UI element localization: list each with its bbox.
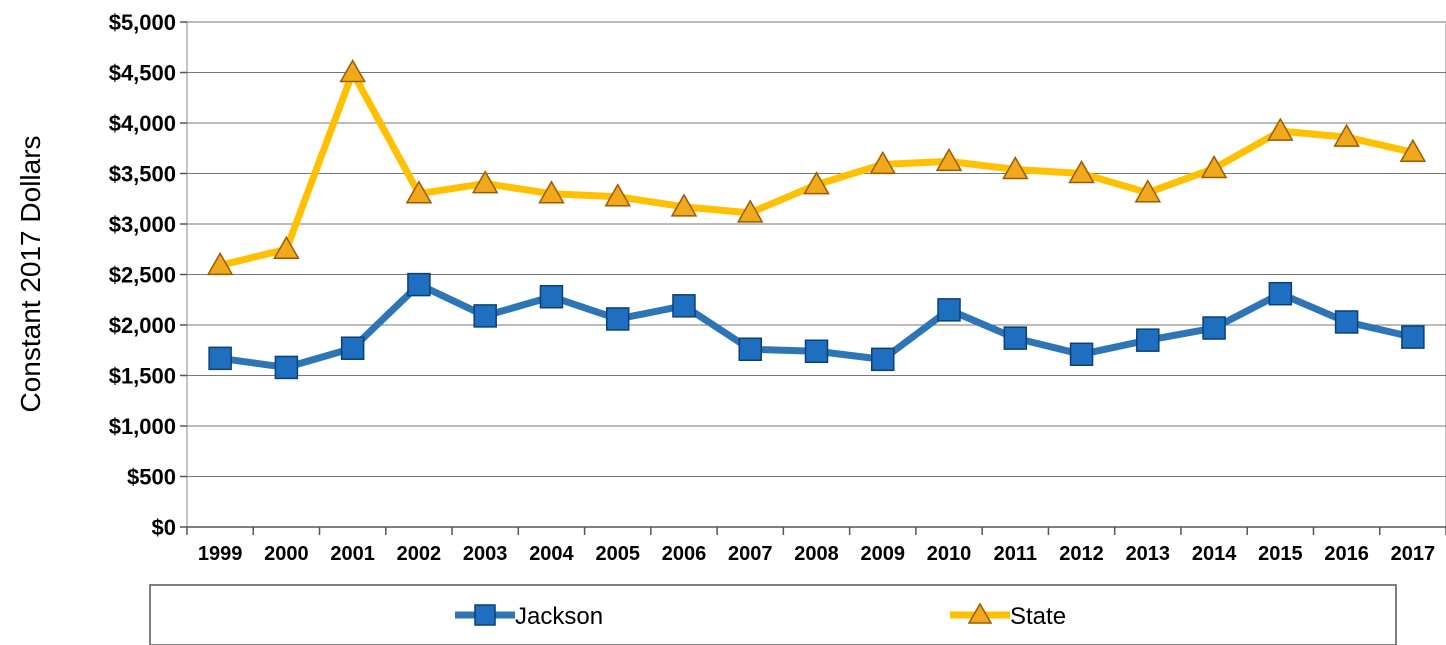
jackson-marker: [539, 284, 564, 309]
x-tick-label: 2011: [994, 543, 1037, 565]
series-group: [206, 58, 1427, 380]
y-tick-label: $0: [152, 515, 176, 540]
y-axis-ticks: $0 $500 $1,000 $1,500 $2,000 $2,500 $3,000 $3,5…: [109, 10, 187, 540]
state-marker: [1068, 159, 1095, 184]
x-tick-label: 2009: [861, 543, 906, 565]
y-tick-label: $3,500: [109, 162, 176, 187]
state-marker: [273, 235, 300, 259]
state-marker: [1001, 155, 1029, 180]
state-marker: [604, 183, 632, 207]
y-tick-label: $4,500: [109, 61, 176, 86]
y-tick-label: $500: [127, 465, 176, 490]
jackson-marker: [672, 294, 696, 318]
jackson-marker: [871, 347, 895, 372]
x-tick-label: 2008: [794, 543, 839, 565]
state-marker: [1134, 179, 1162, 203]
x-tick-label: 2016: [1324, 543, 1369, 565]
x-tick-label: 2015: [1258, 543, 1303, 565]
state-marker: [206, 251, 234, 276]
x-tick-label: 2012: [1059, 543, 1104, 565]
jackson-legend-label: Jackson: [515, 603, 603, 630]
y-tick-label: $3,000: [109, 212, 176, 237]
jackson-marker: [1003, 326, 1028, 350]
jackson-marker: [1069, 342, 1094, 367]
jackson-marker: [474, 604, 496, 626]
state-marker: [471, 170, 499, 194]
jackson-marker: [473, 304, 497, 328]
x-tick-label: 1999: [198, 543, 243, 565]
jackson-marker: [208, 346, 232, 371]
x-tick-label: 2014: [1192, 543, 1237, 565]
legend-box: [149, 584, 1397, 645]
state-marker: [1399, 138, 1427, 163]
state-marker: [869, 150, 897, 175]
state-marker: [935, 147, 963, 172]
state-marker: [1200, 154, 1228, 179]
x-tick-label: 2017: [1391, 543, 1436, 565]
jackson-marker: [407, 272, 431, 297]
gridlines: [187, 21, 1446, 477]
x-tick-label: 2005: [595, 543, 640, 565]
x-tick-label: 2003: [463, 543, 508, 565]
y-tick-label: $4,000: [109, 111, 176, 136]
x-tick-label: 2007: [728, 543, 773, 565]
state-marker: [803, 171, 830, 195]
y-axis-label: Constant 2017 Dollars: [15, 135, 46, 412]
y-tick-label: $2,000: [109, 313, 176, 338]
jackson-marker: [274, 355, 299, 380]
y-tick-label: $1,500: [109, 364, 176, 389]
state-marker: [1267, 117, 1294, 141]
state-marker: [538, 180, 565, 204]
state-marker: [736, 199, 764, 223]
state-marker: [670, 193, 698, 217]
y-tick-label: $5,000: [109, 10, 176, 35]
jackson-marker: [1268, 281, 1293, 306]
x-tick-label: 2000: [264, 543, 309, 565]
jackson-marker: [605, 307, 630, 331]
x-tick-label: 2010: [927, 543, 972, 565]
state-marker: [405, 180, 433, 204]
state-marker: [339, 58, 366, 83]
x-tick-label: 2004: [529, 543, 574, 565]
x-tick-label: 2013: [1126, 543, 1171, 565]
state-marker: [1333, 123, 1360, 147]
jackson-marker: [1136, 328, 1160, 352]
jackson-marker: [937, 298, 961, 322]
jackson-marker: [1202, 316, 1226, 340]
y-tick-label: $2,500: [109, 263, 176, 288]
state-marker: [967, 602, 993, 624]
jackson-marker: [1401, 325, 1425, 349]
state-legend-label: State: [1010, 603, 1066, 630]
x-tick-label: 2002: [397, 543, 442, 565]
x-tick-label: 2001: [330, 543, 375, 565]
jackson-marker: [804, 339, 829, 364]
y-tick-label: $1,000: [109, 414, 176, 439]
legend: Jackson State: [455, 602, 1066, 630]
x-tick-label: 2006: [662, 543, 707, 565]
jackson-marker: [1334, 310, 1359, 334]
x-axis-ticks: 1999 2000 2001 2002 2003 2004 2005 2006 2007 2008…: [186, 527, 1446, 565]
jackson-marker: [340, 336, 365, 360]
jackson-marker: [738, 337, 762, 361]
